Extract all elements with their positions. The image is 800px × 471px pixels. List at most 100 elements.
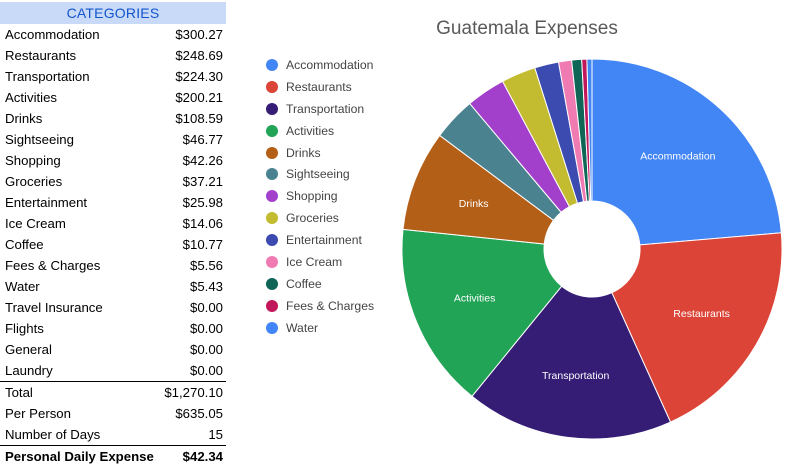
legend-swatch (266, 168, 278, 181)
table-row: Laundry $0.00 (0, 360, 226, 381)
legend-label: Groceries (286, 211, 339, 226)
chart-title: Guatemala Expenses (436, 18, 618, 39)
summary-row: Per Person $635.05 (0, 403, 226, 424)
slice-label: Activities (454, 293, 495, 305)
row-value: $248.69 (175, 48, 223, 63)
categories-table: CATEGORIES Accommodation $300.27 Restauran… (0, 2, 226, 467)
row-value: $10.77 (182, 237, 223, 252)
legend-label: Fees & Charges (286, 298, 375, 313)
summary-row: Number of Days 15 (0, 424, 226, 445)
chart-legend: Accommodation Restaurants Transportation Ac… (266, 54, 374, 339)
row-value: $1,270.10 (164, 385, 223, 400)
legend-swatch (266, 321, 278, 334)
row-label: Fees & Charges (5, 258, 101, 273)
row-label: Drinks (5, 111, 43, 126)
legend-item: Groceries (266, 207, 374, 229)
legend-label: Coffee (286, 276, 322, 291)
row-label: Flights (5, 321, 44, 336)
legend-item: Coffee (266, 273, 374, 295)
slice-label: Accommodation (640, 150, 715, 162)
slice-label: Transportation (542, 370, 609, 382)
legend-item: Entertainment (266, 229, 374, 251)
legend-label: Water (286, 320, 319, 335)
legend-swatch (266, 58, 278, 71)
legend-label: Shopping (286, 189, 338, 204)
row-label: Number of Days (5, 427, 101, 442)
table-header: CATEGORIES (0, 2, 226, 24)
legend-label: Sightseeing (286, 167, 350, 182)
row-label: Ice Cream (5, 216, 66, 231)
row-label: Coffee (5, 237, 44, 252)
table-row: Fees & Charges $5.56 (0, 255, 226, 276)
legend-item: Restaurants (266, 76, 374, 98)
legend-item: Transportation (266, 98, 374, 120)
table-row: Sightseeing $46.77 (0, 129, 226, 150)
table-row: Flights $0.00 (0, 318, 226, 339)
legend-item: Accommodation (266, 54, 374, 76)
row-value: $200.21 (175, 90, 223, 105)
row-label: Activities (5, 90, 58, 105)
table-row: General $0.00 (0, 339, 226, 360)
legend-swatch (266, 146, 278, 159)
legend-item: Activities (266, 120, 374, 142)
pie-chart: Accommodation Restaurants Transportation Ac… (401, 58, 783, 440)
row-label: Accommodation (5, 27, 100, 42)
row-label: Entertainment (5, 195, 88, 210)
legend-label: Ice Cream (286, 254, 343, 269)
row-value: $5.43 (189, 279, 223, 294)
legend-item: Water (266, 317, 374, 339)
legend-label: Entertainment (286, 233, 362, 248)
row-value: $0.00 (189, 363, 223, 378)
pie-slice (401, 228, 563, 397)
pie-slice (611, 232, 783, 423)
row-label: Laundry (5, 363, 53, 378)
legend-swatch (266, 80, 278, 93)
legend-swatch (266, 277, 278, 290)
legend-item: Ice Cream (266, 251, 374, 273)
table-row: Entertainment $25.98 (0, 192, 226, 213)
pie-slice (471, 285, 672, 440)
table-row: Drinks $108.59 (0, 108, 226, 129)
table-row: Water $5.43 (0, 276, 226, 297)
slice-label: Restaurants (673, 308, 730, 320)
summary-row: Total $1,270.10 (0, 381, 226, 403)
row-value: $0.00 (189, 321, 223, 336)
row-label: Shopping (5, 153, 61, 168)
row-value: $46.77 (182, 132, 223, 147)
table-row: Groceries $37.21 (0, 171, 226, 192)
legend-item: Sightseeing (266, 163, 374, 185)
row-value: $37.21 (182, 174, 223, 189)
row-value: $635.05 (175, 406, 223, 421)
legend-swatch (266, 299, 278, 312)
pie-slice (586, 58, 593, 202)
expenses-chart: Accommodation Restaurants Transportation Ac… (230, 0, 800, 471)
table-row: Coffee $10.77 (0, 234, 226, 255)
row-value: $224.30 (175, 69, 223, 84)
row-value: $14.06 (182, 216, 223, 231)
row-label: Restaurants (5, 48, 77, 63)
legend-swatch (266, 234, 278, 247)
legend-swatch (266, 212, 278, 225)
table-row: Shopping $42.26 (0, 150, 226, 171)
row-value: $300.27 (175, 27, 223, 42)
row-label: Travel Insurance (5, 300, 103, 315)
legend-label: Restaurants (286, 79, 352, 94)
row-label: Water (5, 279, 40, 294)
legend-swatch (266, 190, 278, 203)
legend-swatch (266, 255, 278, 268)
table-row: Accommodation $300.27 (0, 24, 226, 45)
legend-swatch (266, 102, 278, 115)
row-label: Transportation (5, 69, 90, 84)
pie-slice (591, 58, 782, 246)
row-value: $25.98 (182, 195, 223, 210)
slice-label: Drinks (459, 198, 489, 210)
legend-label: Transportation (286, 101, 365, 116)
legend-item: Drinks (266, 142, 374, 164)
row-label: General (5, 342, 52, 357)
legend-item: Fees & Charges (266, 295, 374, 317)
legend-label: Drinks (286, 145, 321, 160)
row-label: Per Person (5, 406, 71, 421)
row-value: $5.56 (189, 258, 223, 273)
legend-item: Shopping (266, 185, 374, 207)
row-label: Groceries (5, 174, 63, 189)
